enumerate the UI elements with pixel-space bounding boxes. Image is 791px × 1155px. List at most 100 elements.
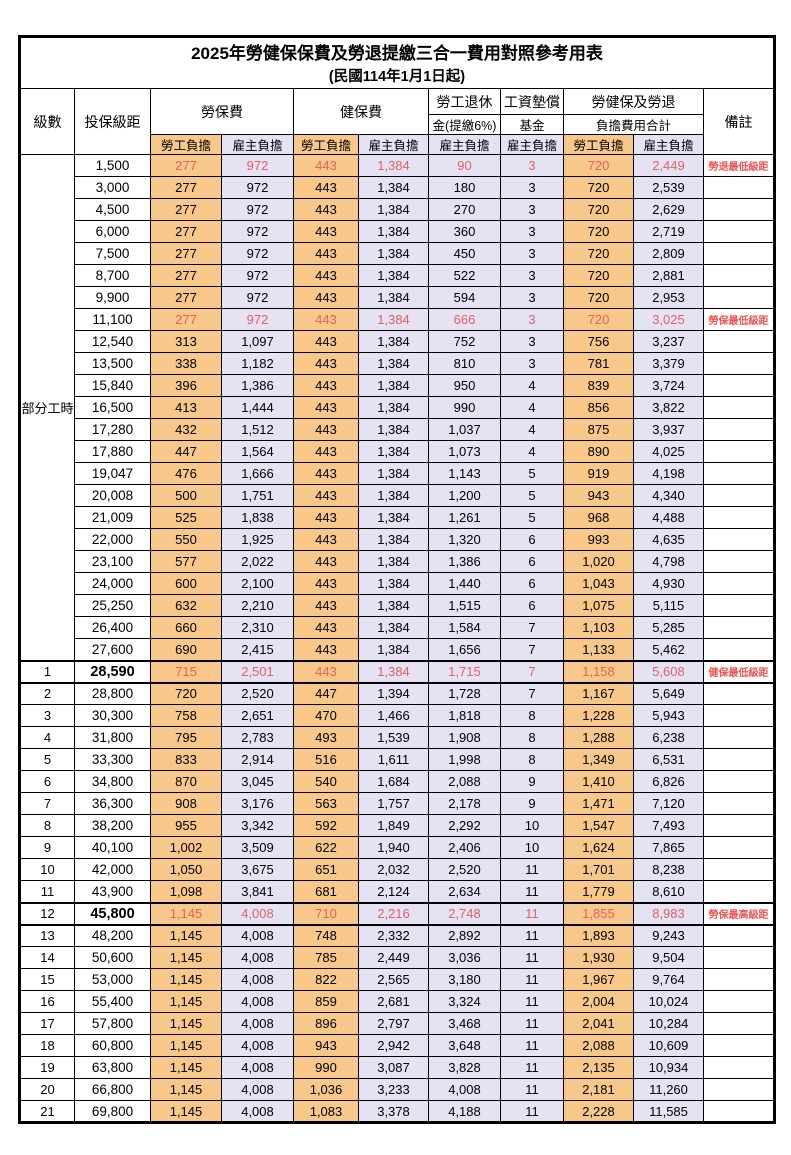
total-employer-cell: 4,635: [633, 528, 704, 551]
insured-bracket-cell: 7,500: [74, 242, 151, 265]
table-row: 1 28,590 715 2,501 443 1,384 1,715 7 1,158 5,608 健…: [19, 659, 775, 684]
remark-cell: [703, 440, 775, 463]
insured-bracket-cell: 20,008: [74, 484, 151, 507]
pension-employer-cell: 2,520: [428, 858, 501, 881]
labor-employer-cell: 4,008: [221, 1100, 294, 1123]
total-employee-cell: 1,349: [563, 748, 634, 771]
labor-employer-cell: 4,008: [221, 946, 294, 969]
table-row: 23,100 577 2,022 443 1,384 1,386 6 1,020 4,798: [20, 550, 775, 573]
health-employee-cell: 1,036: [293, 1078, 359, 1101]
page-subtitle: (民國114年1月1日起): [328, 68, 466, 85]
total-employee-cell: 720: [563, 154, 634, 177]
table-row: 3,000 277 972 443 1,384 180 3 720 2,539: [20, 176, 775, 199]
total-employer-cell: 4,025: [633, 440, 704, 463]
level-cell: 16: [19, 990, 75, 1013]
health-employer-cell: 1,384: [358, 220, 429, 243]
labor-employer-cell: 4,008: [221, 1012, 294, 1035]
wage-fund-cell: 3: [500, 264, 564, 287]
pension-employer-cell: 2,748: [428, 901, 501, 926]
health-employer-cell: 2,216: [358, 901, 429, 926]
labor-employer-cell: 3,675: [221, 858, 294, 881]
subheader-wage-fund-employer: 雇主負擔: [500, 134, 564, 155]
labor-employer-cell: 1,838: [221, 506, 294, 529]
health-employee-cell: 443: [293, 374, 359, 397]
total-employee-cell: 720: [563, 286, 634, 309]
labor-employee-cell: 447: [150, 440, 222, 463]
pension-employer-cell: 450: [428, 242, 501, 265]
pension-employer-cell: 1,200: [428, 484, 501, 507]
labor-employer-cell: 972: [221, 198, 294, 221]
labor-employee-cell: 277: [150, 242, 222, 265]
total-employer-cell: 11,260: [633, 1078, 704, 1101]
table-row: 17,280 432 1,512 443 1,384 1,037 4 875 3,937: [20, 418, 775, 441]
total-employee-cell: 839: [563, 374, 634, 397]
level-cell: 19: [19, 1056, 75, 1079]
health-employer-cell: 2,942: [358, 1034, 429, 1057]
health-employer-cell: 1,384: [358, 374, 429, 397]
wage-fund-cell: 7: [500, 659, 564, 684]
insured-bracket-cell: 40,100: [74, 836, 151, 859]
insured-bracket-cell: 11,100: [74, 308, 151, 331]
health-employer-cell: 1,384: [358, 594, 429, 617]
total-employer-cell: 3,724: [633, 374, 704, 397]
total-employee-cell: 720: [563, 198, 634, 221]
labor-employer-cell: 1,751: [221, 484, 294, 507]
remark-cell: [703, 748, 775, 771]
total-employee-cell: 1,167: [563, 682, 634, 705]
labor-employer-cell: 1,386: [221, 374, 294, 397]
total-employer-cell: 10,934: [633, 1056, 704, 1079]
health-employer-cell: 1,384: [358, 550, 429, 573]
pension-employer-cell: 2,634: [428, 880, 501, 903]
col-header-level: 級數: [19, 88, 75, 155]
health-employer-cell: 1,384: [358, 484, 429, 507]
insured-bracket-cell: 66,800: [74, 1078, 151, 1101]
pension-employer-cell: 990: [428, 396, 501, 419]
health-employee-cell: 443: [293, 528, 359, 551]
total-employer-cell: 2,449: [633, 154, 704, 177]
table-row: 7,500 277 972 443 1,384 450 3 720 2,809: [20, 242, 775, 265]
labor-employee-cell: 795: [150, 726, 222, 749]
table-row: 9 40,100 1,002 3,509 622 1,940 2,406 10 1,624 7,8…: [19, 836, 775, 859]
insured-bracket-cell: 24,000: [74, 572, 151, 595]
level-cell: 3: [19, 704, 75, 727]
remark-cell: [703, 264, 775, 287]
table-row: 8,700 277 972 443 1,384 522 3 720 2,881: [20, 264, 775, 287]
table-row: 部分工時 1,500 277 972 443 1,384 90 3 720 2,449 勞退最低級距: [19, 154, 775, 661]
labor-employee-cell: 833: [150, 748, 222, 771]
col-header-labor-insurance: 勞保費: [150, 88, 294, 135]
total-employee-cell: 1,158: [563, 659, 634, 684]
total-employee-cell: 720: [563, 176, 634, 199]
total-employer-cell: 9,504: [633, 946, 704, 969]
table-row: 17 57,800 1,145 4,008 896 2,797 3,468 11 2,041 10…: [19, 1012, 775, 1035]
labor-employer-cell: 2,783: [221, 726, 294, 749]
remark-cell: 健保最低級距: [703, 659, 775, 684]
labor-employer-cell: 1,444: [221, 396, 294, 419]
wage-fund-cell: 11: [500, 1034, 564, 1057]
health-employee-cell: 447: [293, 682, 359, 705]
wage-fund-cell: 8: [500, 748, 564, 771]
total-employer-cell: 5,285: [633, 616, 704, 639]
table-row: 10 42,000 1,050 3,675 651 2,032 2,520 11 1,701 8,…: [19, 858, 775, 881]
pension-employer-cell: 3,828: [428, 1056, 501, 1079]
pension-employer-cell: 270: [428, 198, 501, 221]
remark-cell: [703, 1012, 775, 1035]
labor-employer-cell: 972: [221, 286, 294, 309]
pension-employer-cell: 4,008: [428, 1078, 501, 1101]
labor-employee-cell: 277: [150, 308, 222, 331]
table-row: 17,880 447 1,564 443 1,384 1,073 4 890 4,025: [20, 440, 775, 463]
remark-cell: [703, 880, 775, 903]
pension-employer-cell: 666: [428, 308, 501, 331]
total-employee-cell: 1,288: [563, 726, 634, 749]
health-employee-cell: 443: [293, 572, 359, 595]
table-row: 16 55,400 1,145 4,008 859 2,681 3,324 11 2,004 10…: [19, 990, 775, 1013]
total-employer-cell: 7,493: [633, 814, 704, 837]
health-employee-cell: 443: [293, 220, 359, 243]
remark-cell: 勞退最低級距: [703, 154, 775, 177]
total-employee-cell: 1,020: [563, 550, 634, 573]
labor-employee-cell: 1,098: [150, 880, 222, 903]
remark-cell: [703, 286, 775, 309]
wage-fund-cell: 3: [500, 198, 564, 221]
labor-employer-cell: 972: [221, 264, 294, 287]
labor-employee-cell: 1,145: [150, 901, 222, 926]
labor-employer-cell: 3,841: [221, 880, 294, 903]
